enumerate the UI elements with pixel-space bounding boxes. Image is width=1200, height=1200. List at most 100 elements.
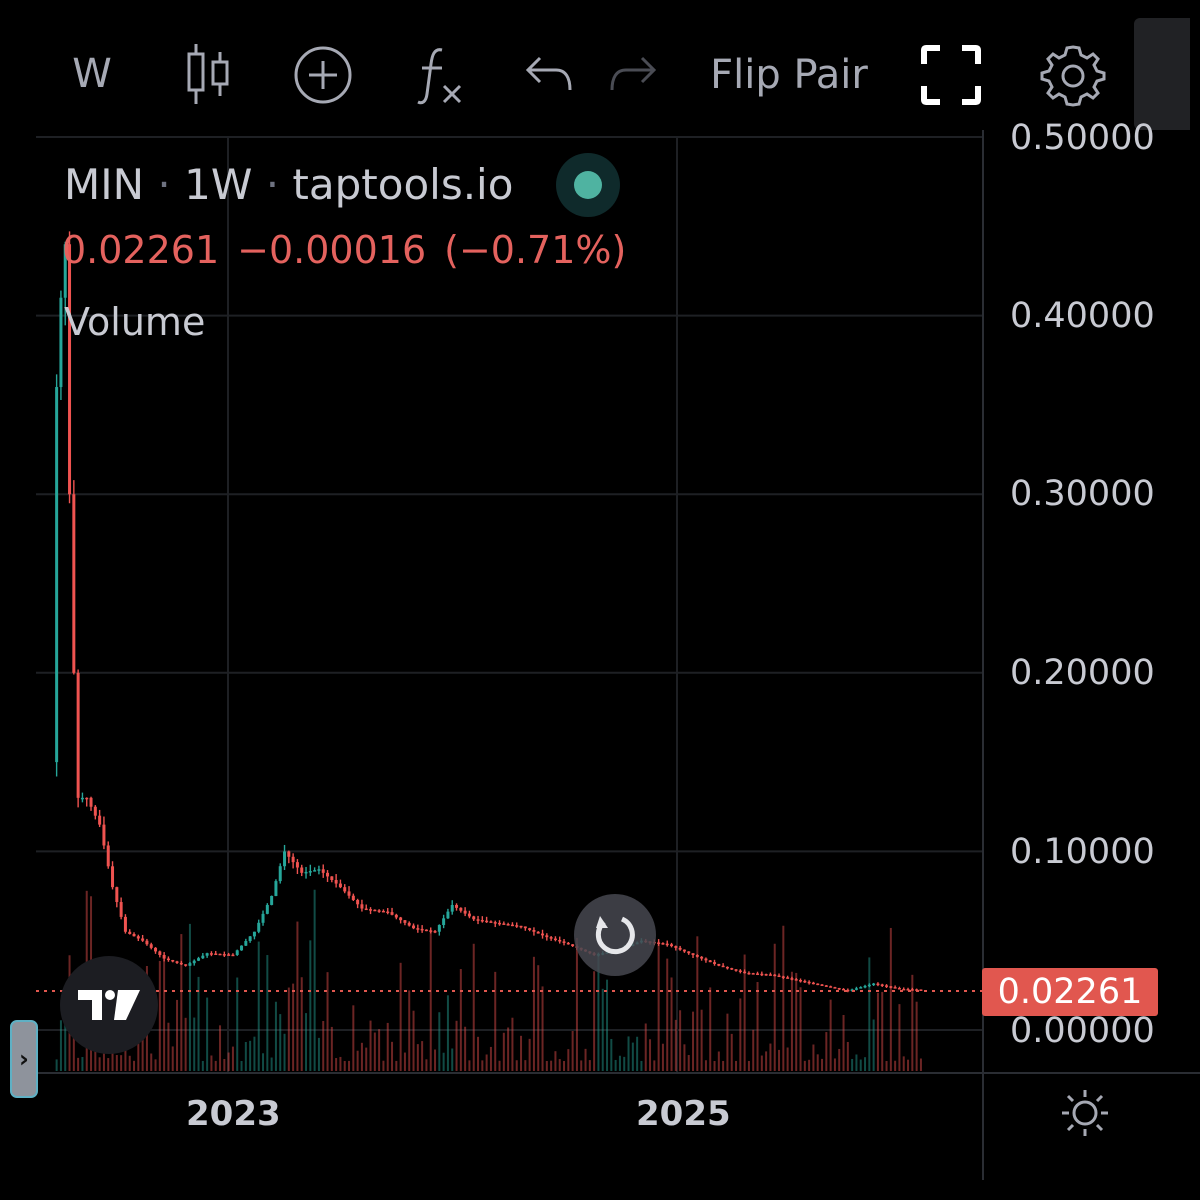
volume-bar	[425, 1059, 428, 1071]
volume-bar	[180, 934, 183, 1071]
volume-bar	[687, 1055, 690, 1071]
volume-bar	[429, 931, 432, 1071]
candle-body	[347, 891, 351, 896]
candle-body	[734, 969, 738, 971]
volume-bar	[120, 1055, 123, 1071]
volume-bar	[520, 1035, 523, 1071]
volume-bar	[356, 1050, 359, 1071]
volume-bar	[395, 1060, 398, 1071]
candle-body	[450, 905, 454, 912]
volume-bar	[864, 1057, 867, 1071]
plus-circle-icon[interactable]	[292, 44, 354, 106]
volume-bar	[102, 1053, 105, 1071]
volume-bar	[902, 1056, 905, 1071]
candle-body	[880, 984, 884, 986]
tradingview-logo[interactable]	[60, 956, 158, 1054]
volume-bar	[881, 991, 884, 1071]
volume-bar	[670, 977, 673, 1071]
candle-body	[192, 960, 196, 964]
volume-bar	[279, 1014, 282, 1071]
volume-bar	[360, 1042, 363, 1071]
sun-gear-icon[interactable]	[1060, 1088, 1110, 1138]
candle-body	[123, 916, 127, 932]
volume-bar	[330, 1026, 333, 1071]
candle-body	[768, 974, 772, 976]
price-tick: 0.30000	[1010, 474, 1155, 514]
volume-bar	[859, 1059, 862, 1071]
volume-bar	[472, 943, 475, 1071]
candle-body	[910, 989, 914, 991]
candle-body	[227, 954, 231, 956]
candle-body	[360, 904, 364, 909]
candle-body	[93, 806, 97, 816]
volume-bar	[171, 1046, 174, 1071]
volume-bar	[803, 1060, 806, 1071]
candle-body	[132, 934, 136, 937]
candle-body	[102, 824, 106, 846]
candle-body	[72, 494, 76, 673]
gear-icon[interactable]	[1040, 42, 1106, 108]
redo-icon[interactable]	[608, 52, 658, 96]
volume-bar	[782, 925, 785, 1071]
flip-pair-button[interactable]: Flip Pair	[710, 52, 868, 98]
candle-body	[278, 866, 282, 882]
candle-body	[854, 988, 858, 990]
volume-bar	[558, 1059, 561, 1071]
camera-icon[interactable]	[1134, 18, 1190, 130]
candle-body	[756, 973, 760, 975]
volume-bar	[408, 990, 411, 1071]
reset-chart-button[interactable]	[574, 894, 656, 976]
candle-body	[162, 954, 166, 959]
volume-bar	[524, 1060, 527, 1071]
candle-body	[209, 953, 213, 955]
legend-volume[interactable]: Volume	[64, 300, 206, 344]
volume-bar	[154, 1059, 157, 1071]
candle-body	[803, 980, 807, 983]
expand-panel-button[interactable]: ›	[10, 1020, 38, 1098]
volume-bar	[214, 1060, 217, 1071]
candle-body	[313, 870, 317, 872]
volume-bar	[653, 1060, 656, 1071]
candle-body	[459, 907, 463, 911]
volume-bar	[262, 1053, 265, 1071]
volume-bar	[339, 1056, 342, 1071]
market-status-indicator[interactable]	[556, 153, 620, 217]
candle-body	[846, 989, 850, 992]
volume-bar	[365, 1047, 368, 1071]
candle-body	[386, 911, 390, 914]
volume-bar	[825, 1032, 828, 1071]
volume-bar	[717, 1051, 720, 1071]
candle-body	[317, 869, 321, 871]
candle-body	[270, 895, 274, 905]
candle-body	[859, 987, 863, 989]
volume-bar	[223, 1058, 226, 1071]
interval-button[interactable]: W	[72, 51, 112, 97]
volume-bar	[55, 1059, 58, 1071]
volume-bar	[382, 1060, 385, 1071]
candle-body	[790, 978, 794, 980]
candle-body	[506, 924, 510, 926]
volume-bar	[274, 1001, 277, 1071]
candles-icon[interactable]	[180, 38, 240, 110]
fullscreen-icon[interactable]	[920, 44, 982, 106]
candle-body	[704, 958, 708, 961]
volume-bar	[730, 1033, 733, 1071]
price-tick: 0.00000	[1010, 1011, 1155, 1051]
candle-body	[252, 931, 256, 937]
candle-body	[218, 953, 222, 956]
volume-bar	[477, 1036, 480, 1071]
candle-body	[295, 862, 299, 868]
candle-body	[670, 944, 674, 947]
candle-body	[661, 943, 665, 945]
volume-bar	[133, 1060, 136, 1071]
candle-body	[467, 913, 471, 917]
candle-body	[889, 986, 893, 988]
volume-bar	[674, 1019, 677, 1071]
tradingview-logo-icon	[78, 990, 140, 1020]
volume-bar	[481, 1060, 484, 1071]
candle-body	[407, 922, 411, 926]
function-icon[interactable]	[412, 42, 468, 108]
volume-bar	[459, 969, 462, 1071]
undo-icon[interactable]	[524, 52, 574, 96]
